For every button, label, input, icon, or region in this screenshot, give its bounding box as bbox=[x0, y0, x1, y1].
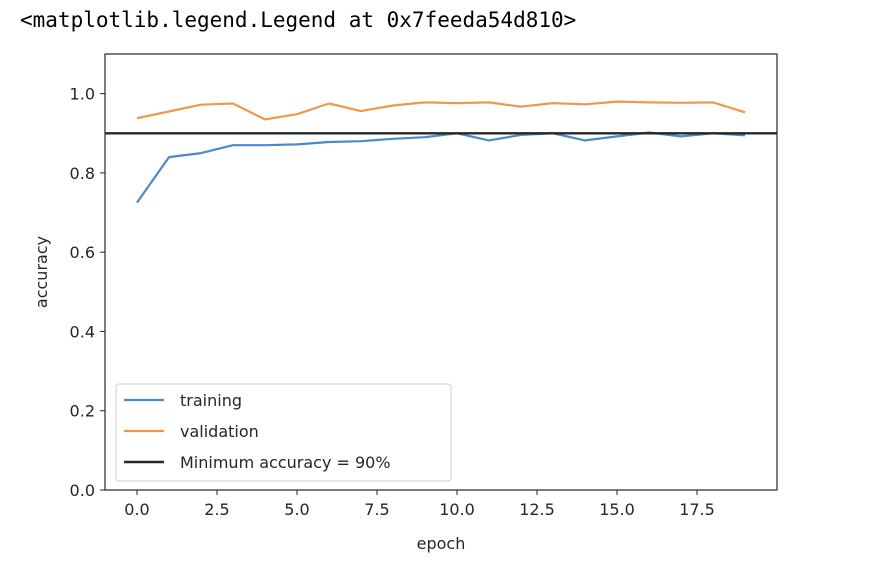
x-tick-label: 0.0 bbox=[124, 500, 149, 519]
series-line-validation bbox=[136, 100, 746, 121]
y-tick-label: 0.0 bbox=[70, 481, 95, 500]
x-tick-label: 15.0 bbox=[599, 500, 635, 519]
plot-area bbox=[105, 100, 777, 204]
cell-output-text: <matplotlib.legend.Legend at 0x7feeda54d… bbox=[20, 8, 577, 32]
y-axis-ticks: 0.0 0.2 0.4 0.6 0.8 1.0 bbox=[70, 85, 105, 500]
x-tick-label: 17.5 bbox=[679, 500, 715, 519]
y-tick-label: 0.2 bbox=[70, 402, 95, 421]
legend-label-minimum-accuracy: Minimum accuracy = 90% bbox=[180, 453, 391, 472]
legend-label-validation: validation bbox=[180, 422, 259, 441]
legend-box bbox=[115, 383, 452, 482]
series-line-training bbox=[136, 131, 746, 204]
x-tick-label: 12.5 bbox=[519, 500, 555, 519]
x-axis-ticks: 0.0 2.5 5.0 7.5 10.0 12.5 15.0 17.5 bbox=[124, 490, 715, 519]
x-axis-label: epoch bbox=[417, 534, 466, 553]
x-tick-label: 7.5 bbox=[364, 500, 389, 519]
x-tick-label: 2.5 bbox=[204, 500, 229, 519]
legend: training validation Minimum accuracy = 9… bbox=[115, 383, 452, 482]
y-tick-label: 1.0 bbox=[70, 85, 95, 104]
axes-frame bbox=[104, 53, 778, 491]
y-axis-label: accuracy bbox=[32, 236, 51, 308]
legend-label-training: training bbox=[180, 391, 242, 410]
y-tick-label: 0.4 bbox=[70, 322, 95, 341]
y-tick-label: 0.6 bbox=[70, 243, 95, 262]
x-tick-label: 10.0 bbox=[439, 500, 475, 519]
y-tick-label: 0.8 bbox=[70, 164, 95, 183]
x-tick-label: 5.0 bbox=[284, 500, 309, 519]
